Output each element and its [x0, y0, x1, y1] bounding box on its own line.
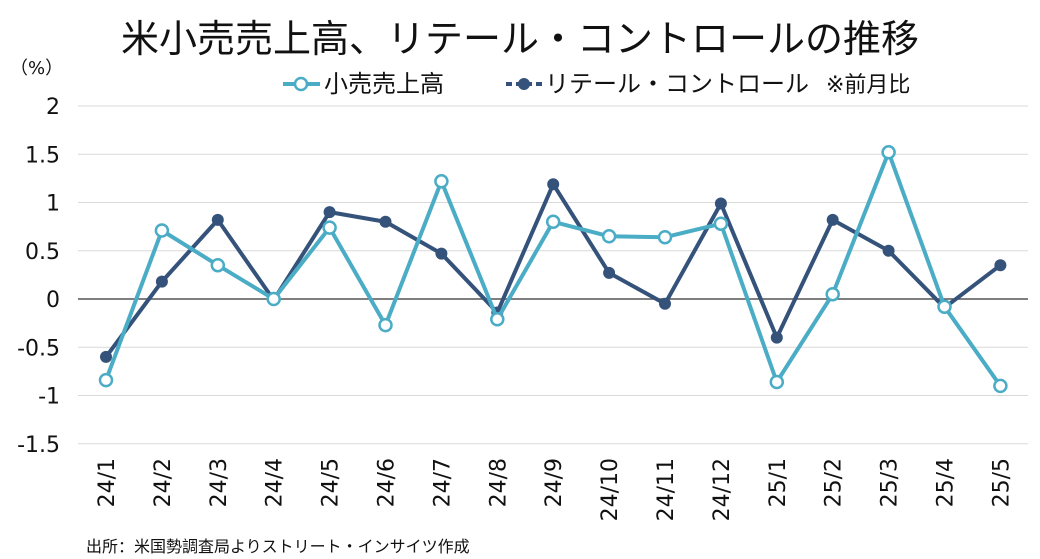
data-point-series-0: [98, 372, 114, 388]
x-tick-label: 24/12: [710, 458, 735, 521]
y-tick-label: 0.5: [25, 240, 60, 265]
data-point-series-0: [993, 378, 1008, 394]
data-point-series-0: [713, 216, 729, 231]
x-tick-label: 24/5: [319, 458, 344, 507]
data-point-series-0: [881, 145, 896, 160]
data-point-series-1: [435, 247, 448, 260]
data-point-series-1: [714, 197, 727, 210]
legend-label-retail-control: リテール・コントロール: [545, 70, 809, 98]
x-tick-label: 25/1: [766, 458, 791, 507]
x-tick-label: 24/6: [375, 458, 400, 507]
x-tick-label: 24/1: [95, 458, 120, 507]
data-point-series-0: [769, 374, 785, 390]
x-tick-label: 25/4: [934, 458, 959, 507]
x-tick-label: 25/3: [878, 458, 903, 507]
data-point-series-1: [770, 331, 783, 344]
legend-marker-retail-sales: [293, 76, 309, 92]
x-tick-label: 25/5: [989, 458, 1014, 507]
x-tick-label: 24/2: [151, 458, 176, 507]
y-tick-label: -0.5: [17, 336, 60, 361]
legend-item-retail-sales: 小売売上高: [283, 70, 444, 98]
data-point-series-0: [154, 223, 170, 238]
data-point-series-1: [659, 297, 671, 310]
x-tick-label: 24/10: [598, 458, 623, 521]
y-tick-label: 1.5: [25, 143, 60, 168]
data-point-series-1: [994, 259, 1007, 272]
legend-label-retail-sales: 小売売上高: [324, 70, 444, 98]
data-point-series-1: [100, 350, 112, 363]
data-point-series-0: [937, 299, 952, 314]
data-point-series-0: [266, 291, 281, 307]
y-tick-label: 1: [46, 192, 60, 217]
y-tick-label: 2: [46, 95, 60, 120]
data-point-series-1: [211, 213, 224, 226]
data-point-series-0: [601, 229, 617, 244]
data-point-series-1: [603, 266, 616, 279]
legend-item-retail-control: リテール・コントロール: [506, 70, 809, 98]
legend: 小売売上高 リテール・コントロール ※前月比: [283, 70, 910, 98]
x-axis-ticks: 24/1 24/2 24/3 24/4 24/5 24/6 24/7 24/8 24/9 24/1…: [95, 458, 1014, 521]
series-0: [98, 145, 1008, 394]
x-tick-label: 24/4: [263, 458, 288, 507]
x-tick-label: 24/11: [654, 458, 679, 521]
y-tick-label: -1.5: [17, 433, 60, 458]
data-point-series-0: [825, 286, 840, 302]
x-tick-label: 24/3: [207, 458, 232, 507]
data-point-series-1: [155, 275, 168, 288]
x-tick-label: 25/2: [822, 458, 847, 507]
data-point-series-1: [882, 244, 895, 257]
series-1: [100, 178, 1007, 363]
data-point-series-0: [657, 229, 673, 245]
data-point-series-0: [322, 220, 337, 235]
y-tick-label: -1: [38, 385, 60, 410]
data-point-series-0: [545, 214, 561, 230]
y-axis-ticks: 2 1.5 1 0.5 0 -0.5 -1 -1.5: [17, 95, 60, 458]
data-point-series-0: [490, 312, 505, 327]
y-unit-label: （%）: [10, 58, 63, 79]
data-point-series-0: [210, 257, 226, 273]
data-point-series-0: [378, 317, 393, 333]
x-tick-label: 24/8: [486, 458, 511, 507]
y-tick-label: 0: [46, 288, 60, 313]
data-point-series-1: [547, 178, 560, 191]
chart-title: 米小売売上高、リテール・コントロールの推移: [121, 17, 919, 61]
data-point-series-1: [323, 206, 336, 219]
series-layer: [98, 145, 1008, 394]
data-point-series-0: [434, 174, 449, 189]
data-point-series-1: [826, 213, 839, 226]
source-note: 出所：米国勢調査局よりストリート・インサイツ作成: [86, 537, 470, 556]
legend-marker-retail-control: [518, 78, 530, 90]
note-text: ※前月比: [826, 73, 910, 98]
x-tick-label: 24/9: [542, 458, 567, 507]
x-tick-label: 24/7: [430, 458, 455, 507]
data-point-series-1: [379, 215, 392, 228]
